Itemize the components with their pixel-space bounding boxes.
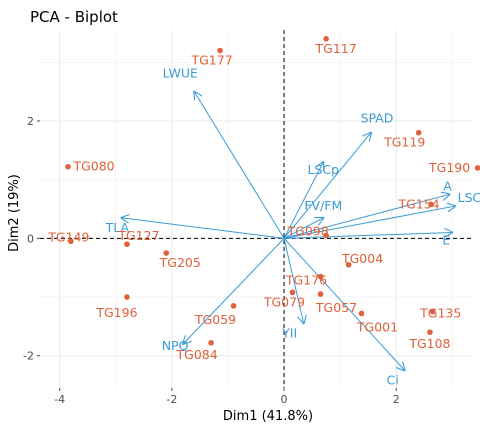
x-tick-label: 0 [281,393,288,406]
variable-label: TLA [105,220,130,235]
variable-label: E [442,232,450,247]
individual-point [317,273,324,280]
variable-arrow [283,238,304,323]
individual-label: TG059 [194,312,236,327]
individual-point [345,261,352,268]
variable-arrow [183,237,285,344]
individual-label: TG119 [383,135,425,150]
variable-label: A [443,178,452,193]
individual-label: TG001 [356,319,398,334]
individual-point [429,308,436,315]
individual-point [317,291,324,297]
x-tick-label: 2 [393,393,400,406]
variable-arrow [283,194,450,239]
variable-arrow [283,218,323,239]
x-tick-label: -2 [166,393,177,406]
variable-label: LWUE [163,66,198,81]
individual-label: TG154 [397,196,439,211]
individual-point [474,165,480,171]
individual-point [289,289,296,296]
individual-point [415,129,422,136]
variable-arrow [284,232,452,239]
variable-label: Ci [387,372,399,387]
x-axis-title: Dim1 (41.8%) [223,409,313,424]
x-tick-label: -4 [54,393,65,406]
individual-point [427,329,433,336]
reference-lines [40,30,472,388]
y-tick-label: -2 [23,350,34,363]
individual-point [68,238,74,245]
individual-point [208,340,214,346]
individual-label: TG190 [428,160,470,175]
variable-label: LSCp [308,162,340,177]
individual-label: TG079 [263,294,305,309]
individual-point [428,201,434,208]
individual-label: TG135 [419,306,461,321]
variable-label: YII [281,325,297,340]
individual-point [323,232,329,239]
axis-ticks: -4 -2 0 2 -2 0 2 [23,115,400,406]
individual-label: TG057 [315,300,357,315]
individual-label: TG177 [190,53,232,68]
variable-label: NPQ [162,338,189,353]
individual-point [124,294,130,300]
variable-arrow [283,206,455,239]
variable-label: FV/FM [304,198,342,213]
individual-point [65,163,71,170]
individual-label: TG205 [159,255,201,270]
individual-points [65,36,480,346]
chart-title: PCA - Biplot [30,8,118,26]
variable-arrow [283,238,405,370]
variable-arrow [283,133,371,239]
individual-point [217,47,223,54]
individual-point [358,310,365,317]
individual-label: TG176 [285,272,327,287]
variable-label: SPAD [361,111,394,126]
individual-label: TG196 [95,305,137,320]
individual-label: TG149 [47,229,89,244]
y-axis-title: Dim2 (19%) [7,174,22,252]
individual-point [323,36,329,42]
individual-label: TG127 [117,228,159,243]
variable-arrow [283,162,323,239]
individual-label: TG084 [176,347,218,362]
individual-label: TG004 [341,251,383,266]
variable-arrows [121,92,455,371]
individual-point [163,250,170,256]
y-tick-label: 0 [27,232,34,245]
y-tick-label: 2 [27,115,34,128]
individual-label: TG098 [287,223,329,238]
variable-label: LSCi [458,190,480,205]
point-labels: LWUE SPAD LSCp A LSCi FV/FM TLA E NPQ YII Ci TG117 T… [47,41,480,388]
individual-label: TG108 [408,336,450,351]
individual-point [230,303,237,309]
variable-arrow [121,218,285,239]
variable-arrow [194,92,285,239]
individual-label: TG080 [72,159,114,174]
individual-label: TG117 [315,41,357,56]
individual-point [124,241,130,248]
